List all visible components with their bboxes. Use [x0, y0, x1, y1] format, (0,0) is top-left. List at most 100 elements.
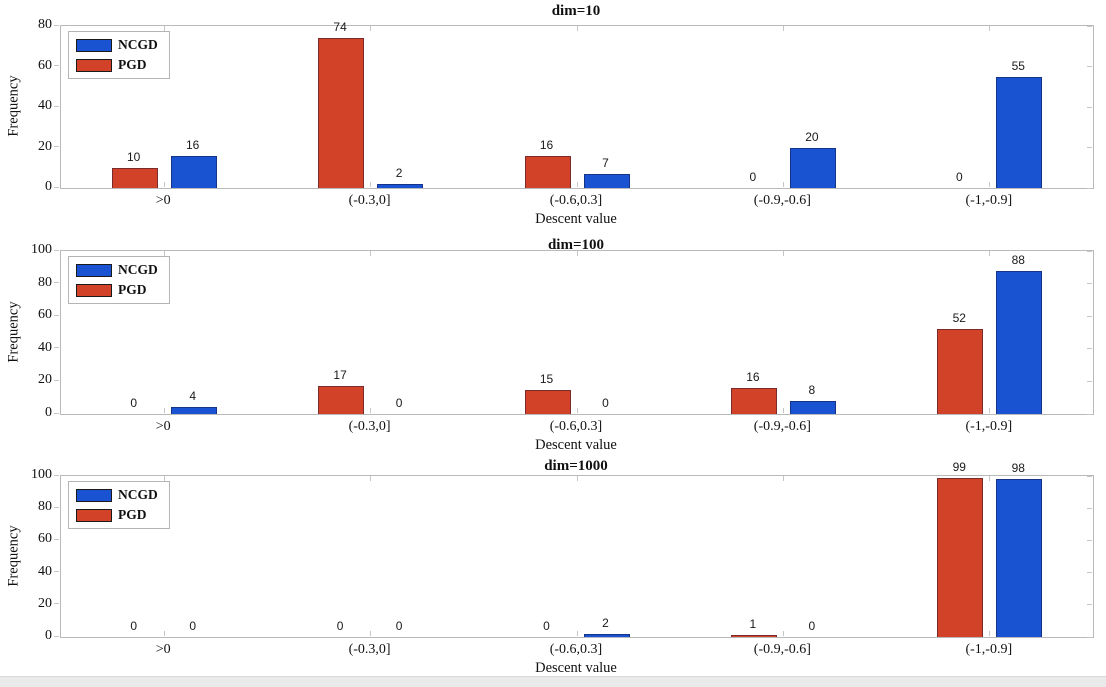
legend-label: PGD	[118, 507, 147, 522]
y-tick-mark	[1087, 315, 1092, 317]
x-tick-mark	[576, 476, 578, 481]
bar-value-label: 17	[333, 368, 347, 383]
y-tick-label: 40	[38, 563, 52, 579]
legend-item: NCGD	[76, 262, 158, 278]
x-tick-mark	[163, 631, 165, 636]
y-tick-mark	[1087, 604, 1092, 606]
x-tick-mark	[989, 408, 991, 413]
bar-value-label: 8	[808, 382, 816, 397]
x-tick-label: (-0.6,0.3]	[549, 419, 603, 434]
x-axis-label: Descent value	[535, 437, 617, 453]
y-tick-label: 0	[45, 179, 52, 194]
bar-pgd	[937, 477, 984, 637]
bar-value-label: 99	[952, 459, 966, 474]
y-tick-mark	[54, 146, 59, 147]
y-tick-label: 100	[31, 242, 52, 257]
window-bottom-strip	[0, 676, 1106, 687]
bar-value-label: 10	[127, 149, 141, 164]
y-tick-label: 60	[38, 57, 52, 73]
bar-pgd	[524, 155, 571, 188]
bar-ncgd	[170, 407, 217, 414]
x-tick-mark	[782, 251, 784, 256]
x-tick-mark	[163, 408, 165, 413]
y-tick-mark	[1087, 147, 1092, 148]
subplot-dim-10: dim=10 Frequency 0 20 40 60 80 >0 10 16 (-0.3,0] 74…	[0, 0, 1106, 232]
bar-value-label: 0	[955, 170, 963, 184]
x-tick-label: (-1,-0.9]	[965, 193, 1013, 208]
x-tick-mark	[782, 631, 784, 636]
y-tick-mark	[54, 538, 59, 540]
subplot-dim-100: dim=100 Frequency 0 20 40 60 80 100 >0 0 4 (-0.3,0]…	[0, 232, 1106, 458]
bar-pgd	[318, 38, 365, 188]
x-tick-label: >0	[155, 193, 171, 208]
bar-pgd	[937, 329, 984, 414]
bar-value-label: 55	[1011, 58, 1025, 73]
bar-value-label: 15	[539, 371, 554, 386]
legend-swatch-pgd	[76, 283, 112, 297]
x-tick-mark	[576, 182, 578, 187]
bar-value-label: 4	[189, 389, 197, 404]
x-tick-label: (-0.9,-0.6]	[753, 642, 811, 657]
x-tick-label: (-0.3,0]	[348, 193, 391, 208]
y-tick-label: 80	[38, 274, 52, 290]
bar-value-label: 0	[336, 619, 344, 633]
y-tick-mark	[54, 282, 59, 284]
x-tick-label: (-0.6,0.3]	[549, 642, 603, 657]
bar-value-label: 1	[749, 617, 757, 632]
y-tick-label: 80	[38, 499, 52, 515]
bar-pgd	[318, 386, 365, 414]
y-tick-label: 0	[45, 405, 52, 420]
bar-value-label: 2	[395, 165, 403, 180]
x-tick-mark	[370, 182, 372, 187]
bar-pgd	[730, 387, 777, 414]
legend-label: NCGD	[118, 262, 158, 277]
bar-value-label: 2	[602, 615, 609, 630]
x-tick-mark	[370, 251, 372, 256]
y-tick-mark	[1087, 507, 1092, 509]
legend: NCGD PGD	[68, 256, 170, 304]
x-tick-mark	[576, 26, 578, 31]
y-tick-mark	[1087, 539, 1092, 541]
legend-label: NCGD	[118, 487, 158, 502]
y-tick-mark	[1087, 475, 1092, 477]
x-axis-label: Descent value	[535, 211, 617, 227]
bar-pgd	[111, 167, 158, 188]
y-tick-mark	[54, 635, 59, 637]
legend: NCGD PGD	[68, 31, 170, 79]
y-tick-mark	[54, 24, 59, 26]
y-tick-label: 0	[45, 628, 52, 643]
plot-area	[60, 475, 1094, 638]
bar-ncgd	[789, 400, 836, 414]
y-tick-mark	[54, 506, 59, 508]
y-tick-label: 80	[38, 17, 52, 32]
y-tick-mark	[1087, 187, 1092, 189]
bar-pgd	[730, 635, 777, 637]
x-tick-label: (-1,-0.9]	[965, 642, 1013, 657]
legend-swatch-pgd	[76, 508, 112, 522]
legend-label: PGD	[118, 282, 147, 297]
y-tick-mark	[1087, 348, 1092, 350]
x-tick-label: >0	[155, 642, 171, 657]
bar-ncgd	[170, 155, 217, 188]
bar-value-label: 74	[333, 20, 347, 35]
bar-pgd	[524, 389, 571, 414]
x-tick-label: >0	[155, 419, 171, 434]
y-tick-mark	[1087, 250, 1092, 252]
x-tick-mark	[782, 182, 784, 187]
legend-item: PGD	[76, 507, 158, 523]
legend-swatch-ncgd	[76, 38, 112, 52]
plot-area	[60, 250, 1094, 415]
x-tick-mark	[370, 408, 372, 413]
y-tick-label: 60	[38, 307, 52, 323]
y-tick-mark	[1087, 25, 1092, 27]
x-tick-mark	[163, 26, 165, 31]
bar-value-label: 7	[602, 155, 609, 170]
legend-item: NCGD	[76, 487, 158, 503]
y-tick-mark	[1087, 413, 1092, 415]
x-tick-label: (-1,-0.9]	[965, 419, 1013, 434]
y-tick-mark	[54, 379, 59, 381]
subplot-title: dim=1000	[544, 458, 608, 474]
y-tick-mark	[54, 314, 59, 316]
y-tick-label: 40	[38, 339, 52, 355]
